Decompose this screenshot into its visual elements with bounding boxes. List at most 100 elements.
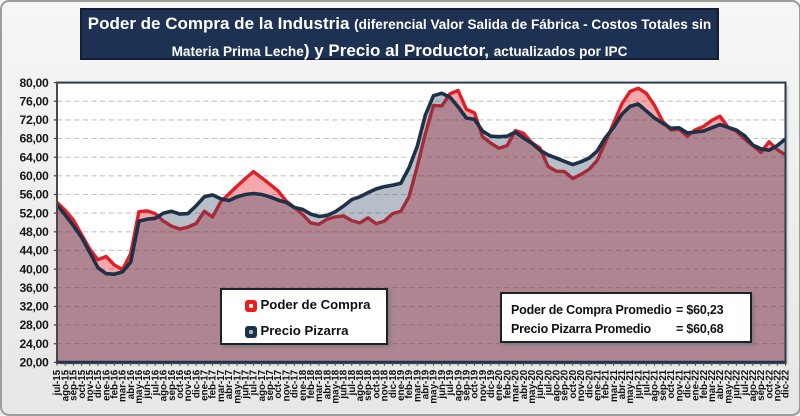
svg-text:44,00: 44,00 [20,244,50,258]
svg-text:ago-19: ago-19 [453,369,464,401]
svg-text:sep-17: sep-17 [265,369,276,401]
svg-text:36,00: 36,00 [20,281,50,295]
svg-text:abr-16: abr-16 [126,369,137,399]
svg-text:oct-19: oct-19 [470,369,481,398]
svg-text:dic-15: dic-15 [93,369,104,398]
svg-text:40,00: 40,00 [20,262,50,276]
svg-text:jun-19: jun-19 [437,369,448,399]
svg-text:ago-15: ago-15 [60,369,71,401]
svg-text:oct-22: oct-22 [764,369,775,398]
svg-text:abr-22: abr-22 [715,369,726,399]
svg-text:nov-19: nov-19 [478,369,489,401]
svg-text:feb-16: feb-16 [110,369,121,398]
svg-text:oct-18: oct-18 [371,369,382,398]
svg-text:abr-20: abr-20 [519,369,530,399]
svg-text:jun-18: jun-18 [339,369,350,399]
svg-text:72,00: 72,00 [20,113,50,127]
svg-text:feb-18: feb-18 [306,369,317,398]
svg-text:may-20: may-20 [527,369,538,403]
svg-text:abr-21: abr-21 [617,369,628,399]
svg-text:nov-18: nov-18 [380,369,391,401]
svg-text:oct-21: oct-21 [666,369,677,398]
svg-text:mar-16: mar-16 [118,369,129,402]
svg-text:jul-18: jul-18 [347,369,358,396]
svg-text:jun-22: jun-22 [732,369,743,399]
svg-text:jul-21: jul-21 [642,369,653,396]
svg-text:feb-19: feb-19 [404,369,415,398]
svg-text:jun-21: jun-21 [633,369,644,399]
svg-text:ene-16: ene-16 [101,369,112,401]
svg-text:ene-20: ene-20 [494,369,505,401]
svg-text:dic-19: dic-19 [486,369,497,398]
svg-text:sep-20: sep-20 [560,369,571,401]
svg-text:76,00: 76,00 [20,94,50,108]
svg-text:jul-19: jul-19 [445,369,456,396]
svg-text:68,00: 68,00 [20,132,50,146]
svg-text:ene-18: ene-18 [298,369,309,401]
svg-text:52,00: 52,00 [20,206,50,220]
svg-text:may-16: may-16 [134,369,145,403]
svg-text:nov-22: nov-22 [773,369,784,401]
svg-text:may-22: may-22 [723,369,734,403]
svg-text:28,00: 28,00 [20,318,50,332]
svg-text:56,00: 56,00 [20,188,50,202]
svg-text:jul-16: jul-16 [150,369,161,396]
svg-text:ene-21: ene-21 [592,369,603,401]
svg-text:80,00: 80,00 [20,76,50,90]
svg-text:mar-18: mar-18 [314,369,325,402]
svg-text:nov-17: nov-17 [281,369,292,401]
svg-text:20,00: 20,00 [20,356,50,370]
svg-text:jul-17: jul-17 [249,369,260,396]
svg-text:feb-17: feb-17 [208,369,219,398]
svg-text:may-17: may-17 [232,369,243,403]
svg-text:nov-20: nov-20 [576,369,587,401]
svg-text:sep-16: sep-16 [167,369,178,401]
svg-text:feb-21: feb-21 [601,369,612,398]
svg-text:abr-17: abr-17 [224,369,235,399]
svg-text:jul-20: jul-20 [543,369,554,396]
svg-text:may-19: may-19 [429,369,440,403]
svg-text:ago-20: ago-20 [552,369,563,401]
svg-text:64,00: 64,00 [20,150,50,164]
svg-text:nov-16: nov-16 [183,369,194,401]
svg-text:jun-16: jun-16 [142,369,153,399]
svg-text:abr-18: abr-18 [322,369,333,399]
svg-text:jun-17: jun-17 [241,369,252,399]
svg-text:jul-22: jul-22 [740,369,751,396]
svg-text:sep-18: sep-18 [363,369,374,401]
svg-text:ene-19: ene-19 [396,369,407,401]
svg-text:jul-15: jul-15 [52,369,63,396]
svg-text:60,00: 60,00 [20,169,50,183]
svg-text:24,00: 24,00 [20,337,50,351]
svg-text:mar-19: mar-19 [412,369,423,402]
svg-text:mar-17: mar-17 [216,369,227,402]
svg-text:dic-17: dic-17 [290,369,301,398]
svg-text:oct-17: oct-17 [273,369,284,398]
svg-text:dic-21: dic-21 [683,369,694,398]
svg-text:ago-22: ago-22 [748,369,759,401]
svg-text:oct-20: oct-20 [568,369,579,398]
svg-text:ago-17: ago-17 [257,369,268,401]
svg-text:dic-16: dic-16 [191,369,202,398]
svg-text:mar-20: mar-20 [511,369,522,402]
svg-text:dic-20: dic-20 [584,369,595,398]
svg-text:nov-21: nov-21 [674,369,685,401]
svg-text:mar-22: mar-22 [707,369,718,402]
svg-text:sep-19: sep-19 [462,369,473,401]
svg-text:dic-18: dic-18 [388,369,399,398]
svg-text:48,00: 48,00 [20,225,50,239]
svg-text:may-21: may-21 [625,369,636,403]
svg-text:sep-22: sep-22 [756,369,767,401]
svg-text:ago-21: ago-21 [650,369,661,401]
svg-text:jun-20: jun-20 [535,369,546,399]
svg-text:may-18: may-18 [331,369,342,403]
svg-text:mar-21: mar-21 [609,369,620,402]
svg-text:ago-16: ago-16 [159,369,170,401]
svg-text:32,00: 32,00 [20,300,50,314]
svg-text:feb-22: feb-22 [699,369,710,398]
svg-text:ene-22: ene-22 [691,369,702,401]
svg-text:ago-18: ago-18 [355,369,366,401]
svg-text:feb-20: feb-20 [502,369,513,398]
svg-text:oct-16: oct-16 [175,369,186,398]
svg-text:ene-17: ene-17 [200,369,211,401]
